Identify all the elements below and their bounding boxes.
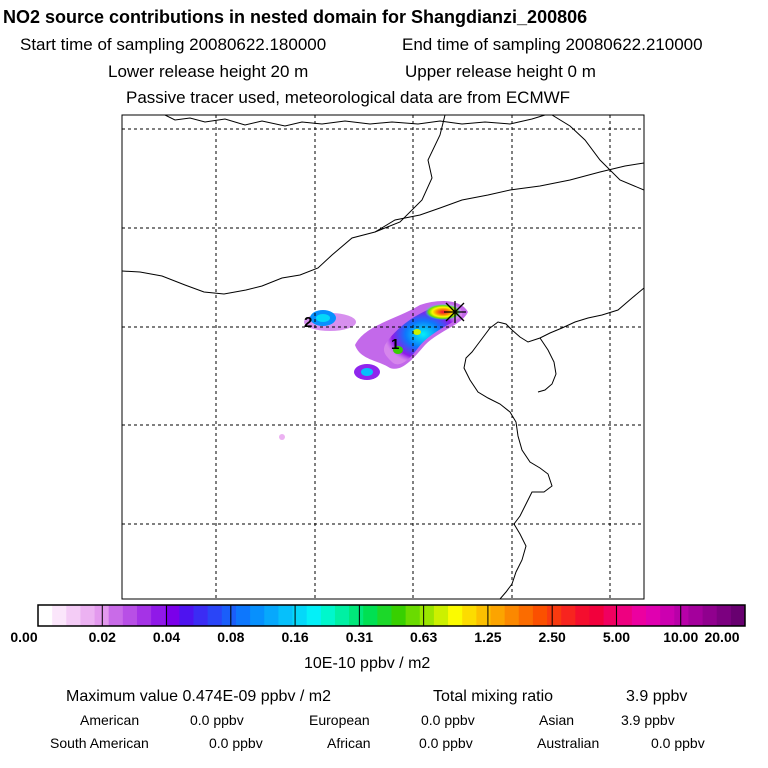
northern-border (164, 115, 546, 127)
region-value-asian: 3.9 ppbv (621, 712, 675, 728)
region-name-south-american: South American (50, 735, 149, 751)
region-name-european: European (309, 712, 370, 728)
northeast-border (374, 162, 644, 233)
colorbar-tick-label: 0.31 (345, 629, 373, 645)
maximum-value-label: Maximum value 0.474E-09 ppbv / m2 (66, 688, 332, 705)
graticule (122, 115, 644, 599)
colorbar-tick-label: 1.25 (474, 629, 502, 645)
tracer-note: Passive tracer used, meteorological data… (126, 88, 571, 107)
map-panel: 1 2 (121, 114, 645, 600)
colorbar-unit-label: 10E-10 ppbv / m2 (304, 655, 431, 672)
map-borders (122, 115, 644, 599)
colorbar-tick-label: 0.63 (410, 629, 438, 645)
peninsula-coast (537, 337, 557, 393)
region-name-american: American (80, 712, 140, 728)
plume-yellow-spot (413, 329, 421, 335)
region-value-south-american: 0.0 ppbv (209, 735, 263, 751)
upper-release-height: Upper release height 0 m (405, 62, 596, 81)
region-value-american: 0.0 ppbv (190, 712, 244, 728)
plume-south-core (361, 368, 373, 376)
coastline (463, 287, 644, 599)
region-value-european: 0.0 ppbv (421, 712, 475, 728)
colorbar-tick-label: 0.04 (152, 629, 181, 645)
plume-source-2-center (316, 314, 330, 322)
marker-label-1: 1 (391, 336, 399, 353)
region-value-australian: 0.0 ppbv (651, 735, 705, 751)
colorbar-tick-label: 5.00 (602, 629, 631, 645)
colorbar-tick-label: 0.08 (217, 629, 245, 645)
total-mixing-ratio-label: Total mixing ratio (433, 688, 554, 705)
region-name-african: African (327, 735, 371, 751)
receptor-star-icon (444, 301, 466, 323)
region-name-asian: Asian (539, 712, 575, 728)
colorbar-tick-label: 0.02 (88, 629, 116, 645)
plume-green-spot (393, 346, 403, 354)
far-northeast-border (551, 115, 644, 191)
figure-title: NO2 source contributions in nested domai… (3, 7, 588, 27)
start-time-label: Start time of sampling 20080622.180000 (20, 35, 327, 54)
region-value-african: 0.0 ppbv (419, 735, 473, 751)
total-mixing-ratio-value: 3.9 ppbv (626, 688, 688, 705)
inner-mongolia-border (122, 115, 446, 295)
map-frame (121, 114, 645, 600)
colorbar-tick-label: 10.00 (663, 629, 699, 645)
colorbar-tick-label: 2.50 (538, 629, 566, 645)
colorbar-tick-label: 20.00 (704, 629, 740, 645)
end-time-label: End time of sampling 20080622.210000 (402, 35, 703, 54)
region-name-australian: Australian (537, 735, 600, 751)
plume-stray-dot (279, 434, 285, 440)
marker-label-2: 2 (304, 314, 312, 331)
colorbar-tick-label: 0.16 (281, 629, 309, 645)
colorbar-tick-label: 0.00 (10, 629, 38, 645)
lower-release-height: Lower release height 20 m (108, 62, 309, 81)
plume-hotspot (425, 304, 461, 320)
